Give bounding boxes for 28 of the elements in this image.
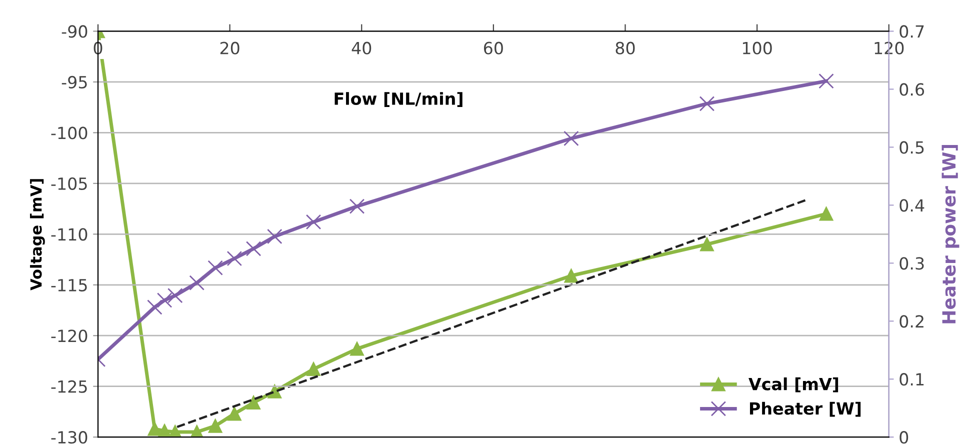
x-tick-label: 80 — [616, 42, 635, 54]
x-tick-label: 120 — [874, 42, 904, 54]
y2-tick-label: 0.2 — [900, 315, 924, 328]
x-tick-label: 100 — [742, 42, 772, 54]
x-tick-label: 40 — [352, 42, 372, 54]
y2-axis-title: Heater power [W] — [942, 144, 960, 324]
y2-tick-label: 0.1 — [900, 373, 924, 386]
y-tick-label: -120 — [51, 330, 88, 342]
x-tick-label: 60 — [484, 42, 503, 54]
y2-tick-label: 0.7 — [900, 25, 924, 38]
legend-label: Pheater [W] — [750, 402, 861, 417]
y2-tick-label: 0 — [900, 431, 908, 444]
y2-tick-label: 0.5 — [900, 141, 924, 154]
y2-tick-label: 0.4 — [900, 199, 924, 212]
y-tick-label: -100 — [51, 126, 88, 140]
y-tick-label: -105 — [51, 177, 87, 190]
y-tick-label: -90 — [62, 25, 88, 38]
x-axis-title: Flow [NL/min] — [334, 92, 462, 107]
y-tick-label: -95 — [62, 76, 87, 89]
y-tick-label: -125 — [51, 380, 87, 393]
y-axis-title: Voltage [mV] — [30, 179, 45, 290]
legend-label: Vcal [mV] — [748, 377, 838, 392]
y-tick-label: -130 — [51, 431, 88, 444]
y2-tick-label: 0.3 — [900, 257, 924, 270]
y-tick-label: -110 — [51, 228, 88, 241]
y-tick-label: -115 — [51, 279, 87, 292]
x-tick-label: 20 — [220, 42, 240, 54]
y2-tick-label: 0.6 — [900, 83, 924, 96]
